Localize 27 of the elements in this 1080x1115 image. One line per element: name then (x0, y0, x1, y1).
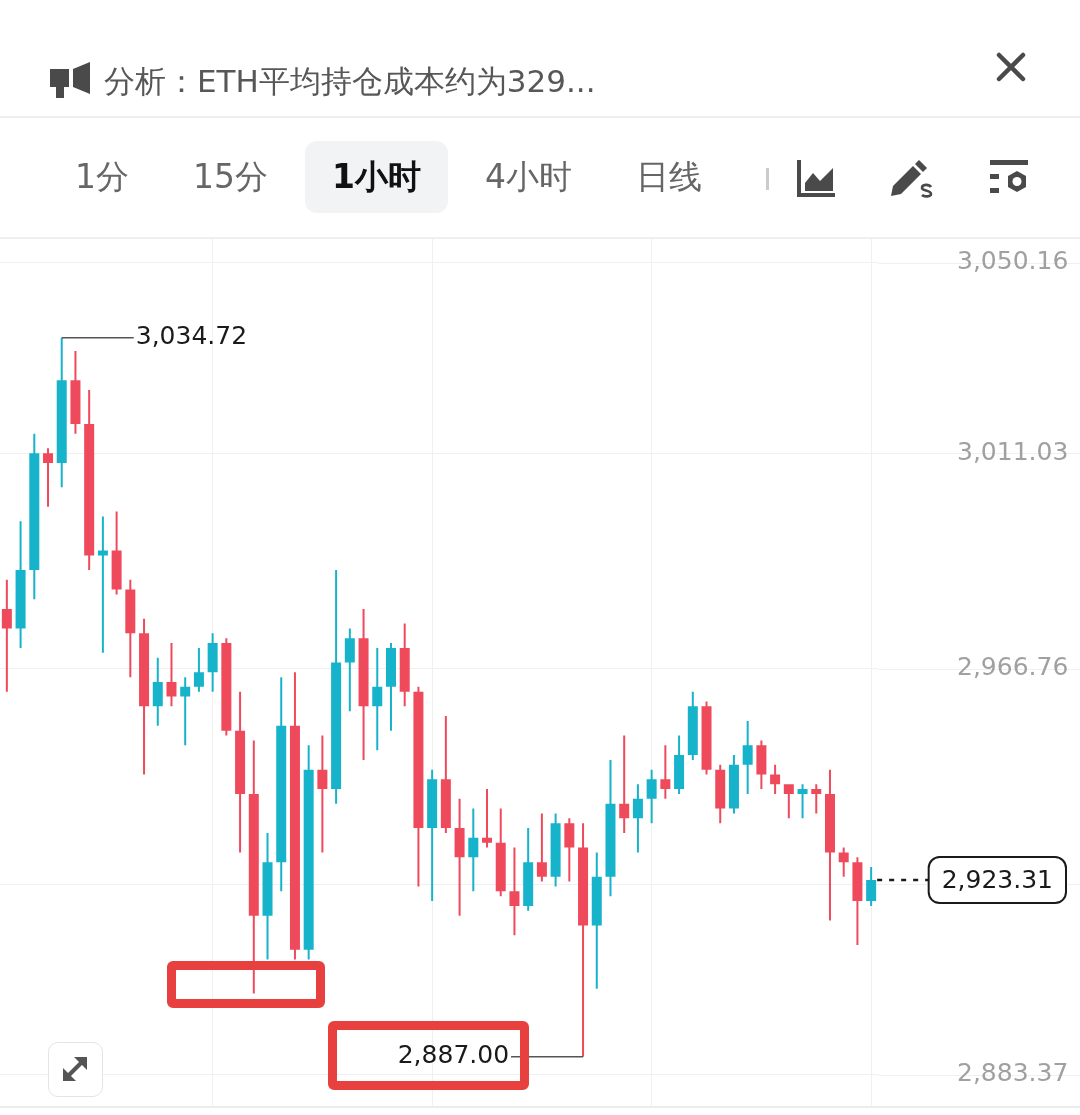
candlestick (660, 745, 671, 799)
candlestick (482, 789, 493, 848)
candlestick (317, 735, 328, 853)
text: 1分 (75, 157, 129, 196)
chart-title: 分析：ETH平均持仓成本约为329... (104, 62, 596, 101)
y-tick-label: 3,050.16 (957, 246, 1069, 276)
candlestick (811, 784, 822, 814)
y-tick-label: 3,011.03 (957, 436, 1069, 466)
candlestick (742, 720, 753, 794)
annotation: 2,887.00 (397, 1040, 510, 1070)
y-tick-label: 2,883.37 (957, 1058, 1069, 1088)
candlestick (797, 784, 808, 819)
candlestick (166, 643, 177, 707)
text: 日线 (635, 157, 702, 196)
candlestick (180, 677, 191, 746)
text: 15分 (193, 157, 268, 196)
ref-line-label: 2,923.31 (941, 864, 1053, 894)
candlestick (509, 847, 520, 936)
text: 1小时 (332, 157, 421, 196)
candlestick (619, 735, 630, 833)
candlestick (1, 579, 12, 692)
candlestick (43, 448, 54, 507)
candlestick (97, 516, 108, 653)
y-tick-label: 2,966.76 (957, 652, 1069, 682)
text: 4小时 (484, 157, 572, 196)
candlestick (536, 813, 547, 882)
annotation: 3,034.72 (135, 321, 248, 351)
